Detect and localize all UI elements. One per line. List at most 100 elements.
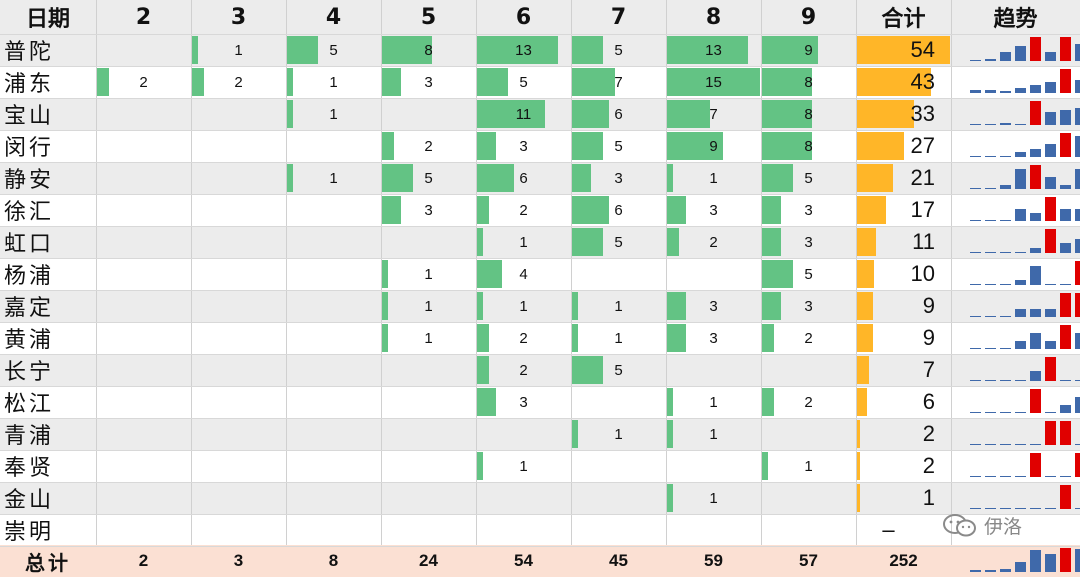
daily-value: 1	[519, 233, 528, 251]
daily-value: 1	[614, 329, 623, 347]
footer-day-total: 57	[799, 551, 818, 570]
row-divider	[0, 226, 1080, 227]
daily-bar	[477, 132, 496, 160]
district-name: 金山	[4, 488, 55, 513]
trend-row-bar	[1015, 169, 1026, 189]
trend-row-dash	[970, 252, 981, 253]
total-bar	[857, 324, 873, 352]
trend-row-dash	[985, 476, 996, 477]
daily-value: 7	[614, 73, 623, 91]
daily-value: 6	[614, 201, 623, 219]
daily-bar	[572, 132, 603, 160]
trend-row-bar	[1045, 197, 1056, 221]
daily-bar	[477, 292, 483, 320]
daily-bar	[572, 164, 591, 192]
trend-row-dash	[985, 156, 996, 157]
trend-row-dash	[1045, 412, 1056, 413]
footer-grand-total: 252	[889, 551, 918, 570]
row-stripe	[0, 162, 1080, 194]
daily-value: 4	[519, 265, 528, 283]
daily-bar	[287, 68, 293, 96]
daily-value: 2	[709, 233, 718, 251]
total-bar	[857, 36, 950, 64]
daily-value: 8	[804, 137, 813, 155]
daily-bar	[762, 260, 793, 288]
trend-row-dash	[1075, 444, 1080, 445]
trend-row-dash	[1015, 124, 1026, 125]
trend-row-dash	[1015, 476, 1026, 477]
trend-row-dash	[970, 188, 981, 189]
trend-row-bar	[1075, 453, 1080, 477]
trend-row-bar	[985, 59, 996, 61]
trend-row-dash	[985, 124, 996, 125]
footer-day-total: 54	[514, 551, 533, 570]
trend-row-bar	[1015, 309, 1026, 317]
district-name: 嘉定	[4, 296, 55, 321]
daily-bar	[287, 100, 293, 128]
trend-row-dash	[1000, 220, 1011, 221]
trend-row-dash	[970, 444, 981, 445]
trend-row-dash	[1030, 444, 1041, 445]
daily-bar	[382, 164, 413, 192]
total-value: 9	[922, 325, 935, 350]
daily-bar	[192, 68, 204, 96]
trend-row-dash	[970, 124, 981, 125]
trend-row-bar	[1060, 185, 1071, 189]
trend-row-dash	[985, 380, 996, 381]
daily-bar	[572, 292, 578, 320]
daily-bar	[287, 36, 318, 64]
trend-footer-bar	[1075, 549, 1080, 572]
column-divider	[381, 0, 382, 545]
header-day-3: 3	[230, 4, 247, 30]
daily-bar	[667, 68, 760, 96]
trend-footer-bar	[970, 570, 981, 572]
trend-row-bar	[985, 90, 996, 93]
total-bar	[857, 484, 860, 512]
header-date-label: 日期	[25, 7, 70, 32]
trend-row-bar	[1015, 280, 1026, 285]
daily-value: 3	[804, 233, 813, 251]
trend-row-dash	[985, 284, 996, 285]
daily-bar	[762, 196, 781, 224]
daily-value: 5	[804, 169, 813, 187]
district-name: 静安	[4, 168, 55, 193]
daily-value: 1	[614, 297, 623, 315]
daily-bar	[572, 68, 615, 96]
trend-row-bar	[1045, 229, 1056, 253]
daily-bar	[477, 452, 483, 480]
trend-row-dash	[985, 508, 996, 509]
trend-row-bar	[1030, 371, 1041, 381]
daily-value: 11	[515, 105, 532, 123]
footer-day-total: 59	[704, 551, 723, 570]
trend-row-dash	[1000, 252, 1011, 253]
daily-value: 1	[424, 329, 433, 347]
daily-value: 3	[709, 329, 718, 347]
daily-value: 2	[804, 329, 813, 347]
daily-value: 1	[709, 489, 718, 507]
trend-row-bar	[1015, 88, 1026, 93]
district-name: 宝山	[4, 104, 55, 129]
trend-row-bar	[1015, 209, 1026, 221]
trend-row-dash	[1075, 380, 1080, 381]
daily-value: 3	[614, 169, 623, 187]
trend-row-bar	[1060, 325, 1071, 349]
daily-value: 7	[709, 105, 718, 123]
district-name: 长宁	[4, 360, 55, 385]
column-divider	[951, 0, 952, 545]
daily-bar	[382, 68, 401, 96]
trend-row-dash	[1045, 284, 1056, 285]
daily-bar	[762, 36, 818, 64]
total-bar	[857, 100, 914, 128]
trend-row-bar	[1060, 485, 1071, 509]
daily-bar	[667, 196, 686, 224]
trend-row-bar	[1060, 421, 1071, 445]
daily-bar	[667, 36, 748, 64]
trend-row-bar	[1075, 239, 1080, 253]
trend-footer-bar	[985, 570, 996, 572]
column-divider	[856, 0, 857, 545]
daily-bar	[762, 324, 774, 352]
daily-bar	[762, 292, 781, 320]
daily-bar	[382, 132, 394, 160]
trend-row-bar	[1000, 123, 1011, 125]
trend-row-bar	[1045, 177, 1056, 189]
